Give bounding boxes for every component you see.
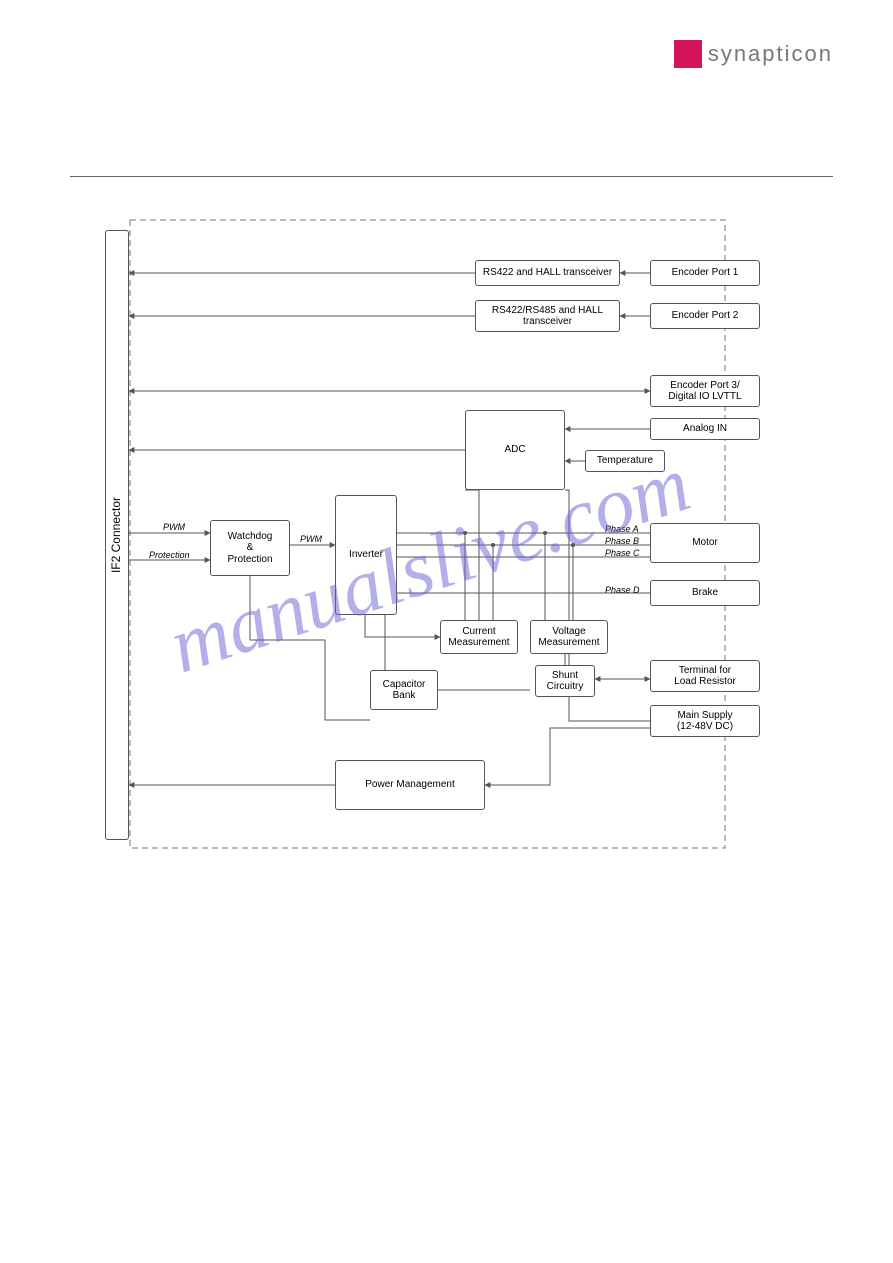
page: synapticon IF2 Connector RS422 and HALL t… <box>0 0 893 1263</box>
node-ain: Analog IN <box>650 418 760 440</box>
edge-label: Protection <box>149 550 190 560</box>
block-diagram: IF2 Connector RS422 and HALL transceiver R… <box>75 200 820 860</box>
node-shunt: ShuntCircuitry <box>535 665 595 697</box>
logo-mark <box>674 40 702 68</box>
node-pm: Power Management <box>335 760 485 810</box>
node-volt: VoltageMeasurement <box>530 620 608 654</box>
header-rule <box>70 176 833 177</box>
edge-label: Phase B <box>605 536 639 546</box>
brand-logo: synapticon <box>674 40 833 68</box>
edge-label: Phase A <box>605 524 639 534</box>
node-cap: CapacitorBank <box>370 670 438 710</box>
logo-text: synapticon <box>708 41 833 67</box>
node-enc2: Encoder Port 2 <box>650 303 760 329</box>
node-temp: Temperature <box>585 450 665 472</box>
edge-label: Phase C <box>605 548 640 558</box>
edge-label: PWM <box>300 534 322 544</box>
node-if2: IF2 Connector <box>105 230 129 840</box>
node-enc1: Encoder Port 1 <box>650 260 760 286</box>
node-wdog: Watchdog&Protection <box>210 520 290 576</box>
node-adc: ADC <box>465 410 565 490</box>
node-term: Terminal forLoad Resistor <box>650 660 760 692</box>
node-rs485: RS422/RS485 and HALLtransceiver <box>475 300 620 332</box>
edge-label: Phase D <box>605 585 640 595</box>
node-brake: Brake <box>650 580 760 606</box>
node-rs422: RS422 and HALL transceiver <box>475 260 620 286</box>
edge-label: PWM <box>163 522 185 532</box>
node-enc3: Encoder Port 3/Digital IO LVTTL <box>650 375 760 407</box>
node-curr: CurrentMeasurement <box>440 620 518 654</box>
node-supply: Main Supply(12-48V DC) <box>650 705 760 737</box>
node-motor: Motor <box>650 523 760 563</box>
node-inv: Inverter <box>335 495 397 615</box>
